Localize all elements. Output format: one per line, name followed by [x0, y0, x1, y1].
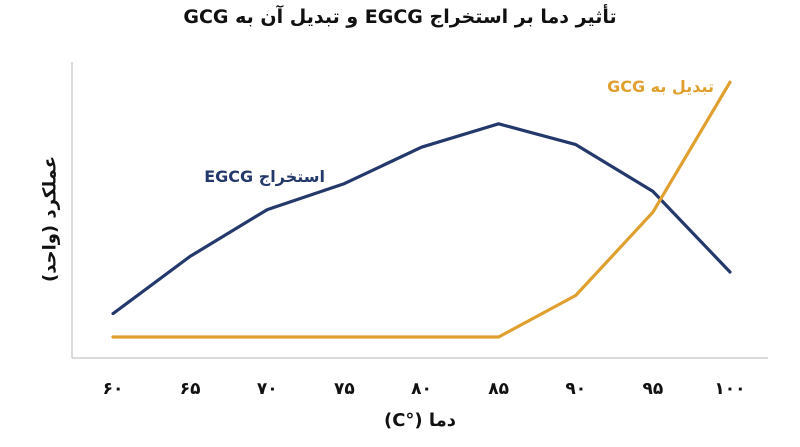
series-labels: استخراج EGCG تبدیل به GCG	[204, 77, 714, 186]
axes	[71, 62, 768, 359]
x-axis-label: دما (°C)	[383, 410, 457, 431]
chart-title: تأثیر دما بر استخراج EGCG و تبدیل آن به …	[183, 6, 617, 28]
series-lines	[111, 80, 732, 339]
x-tick-label: ۶۵	[180, 379, 201, 399]
x-tick-labels: ۶۰ ۶۵ ۷۰ ۷۵ ۸۰ ۸۵ ۹۰ ۹۵ ۱۰۰	[103, 379, 746, 399]
series-line-0	[111, 122, 732, 316]
series-label-1: تبدیل به GCG	[607, 77, 714, 96]
x-tick-label: ۹۰	[565, 379, 586, 399]
x-tick-label: ۸۰	[411, 379, 432, 399]
x-tick-label: ۱۰۰	[714, 379, 745, 399]
x-tick-label: ۶۰	[103, 379, 124, 399]
y-axis-label: عملکرد (واحد)	[39, 155, 61, 283]
series-label-0: استخراج EGCG	[204, 167, 325, 186]
x-tick-label: ۷۵	[334, 379, 355, 399]
x-tick-label: ۸۵	[488, 379, 509, 399]
x-tick-label: ۷۰	[257, 379, 278, 399]
x-tick-label: ۹۵	[642, 379, 663, 399]
series-line-1	[111, 80, 732, 339]
